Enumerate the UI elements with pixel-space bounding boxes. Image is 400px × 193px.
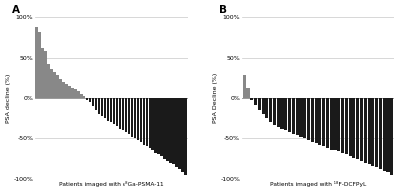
Bar — [50, 69, 53, 98]
Bar — [107, 98, 109, 121]
Bar — [89, 98, 92, 102]
Bar — [379, 98, 382, 169]
Bar — [86, 98, 88, 100]
Bar — [250, 98, 253, 100]
Bar — [273, 98, 276, 125]
Bar — [288, 98, 291, 132]
X-axis label: Patients imaged with ¹⁸F-DCFPyL: Patients imaged with ¹⁸F-DCFPyL — [270, 181, 366, 187]
Bar — [360, 98, 363, 161]
Bar — [178, 98, 181, 169]
Bar — [77, 91, 80, 98]
Bar — [280, 98, 284, 129]
Bar — [56, 75, 59, 98]
Bar — [307, 98, 310, 140]
Bar — [36, 27, 38, 98]
Bar — [163, 98, 166, 158]
Bar — [243, 75, 246, 98]
Bar — [345, 98, 348, 154]
Bar — [71, 88, 74, 98]
Bar — [95, 98, 97, 110]
Bar — [265, 98, 268, 118]
Bar — [44, 51, 47, 98]
Bar — [98, 98, 100, 114]
Bar — [368, 98, 371, 164]
Bar — [184, 98, 187, 175]
Bar — [181, 98, 184, 172]
Bar — [59, 79, 62, 98]
Bar — [175, 98, 178, 167]
Bar — [74, 89, 76, 98]
Bar — [246, 88, 250, 98]
Y-axis label: PSA decline (%): PSA decline (%) — [6, 73, 10, 123]
Bar — [47, 64, 50, 98]
Bar — [330, 98, 333, 150]
Bar — [113, 98, 115, 124]
Bar — [42, 48, 44, 98]
Bar — [80, 94, 82, 98]
Bar — [148, 98, 151, 148]
Bar — [119, 98, 121, 129]
Bar — [341, 98, 344, 153]
Bar — [125, 98, 127, 132]
Bar — [254, 98, 257, 104]
Bar — [116, 98, 118, 126]
Bar — [375, 98, 378, 167]
Bar — [158, 98, 160, 154]
Bar — [122, 98, 124, 130]
Bar — [131, 98, 133, 137]
Bar — [262, 98, 265, 114]
Text: A: A — [12, 5, 20, 14]
Bar — [134, 98, 136, 138]
Bar — [137, 98, 139, 140]
Y-axis label: PSA Decline (%): PSA Decline (%) — [212, 73, 218, 123]
Bar — [314, 98, 318, 143]
Bar — [292, 98, 295, 134]
Text: B: B — [219, 5, 227, 14]
Bar — [68, 86, 71, 98]
Bar — [386, 98, 390, 172]
Bar — [322, 98, 325, 146]
Bar — [349, 98, 352, 156]
Bar — [142, 98, 145, 145]
Bar — [110, 98, 112, 122]
Bar — [146, 98, 148, 146]
Bar — [269, 98, 272, 122]
Bar — [311, 98, 314, 142]
Bar — [169, 98, 172, 163]
Bar — [65, 84, 68, 98]
Bar — [154, 98, 157, 153]
Bar — [356, 98, 359, 159]
Bar — [277, 98, 280, 127]
Bar — [62, 82, 65, 98]
Bar — [337, 98, 340, 151]
Bar — [364, 98, 367, 163]
Bar — [303, 98, 306, 138]
Bar — [160, 98, 163, 156]
Bar — [83, 96, 86, 98]
Bar — [284, 98, 287, 130]
Bar — [53, 72, 56, 98]
Bar — [152, 98, 154, 151]
Bar — [140, 98, 142, 142]
Bar — [172, 98, 175, 164]
Bar — [101, 98, 103, 116]
Bar — [334, 98, 336, 151]
Bar — [352, 98, 356, 158]
Bar — [371, 98, 374, 166]
Bar — [296, 98, 299, 135]
Bar — [166, 98, 169, 161]
Bar — [300, 98, 302, 137]
Bar — [326, 98, 329, 148]
Bar — [128, 98, 130, 134]
Bar — [104, 98, 106, 118]
Bar — [38, 32, 41, 98]
Bar — [383, 98, 386, 171]
X-axis label: Patients imaged with ₆⁸Ga-PSMA-11: Patients imaged with ₆⁸Ga-PSMA-11 — [59, 181, 163, 187]
Bar — [390, 98, 393, 175]
Bar — [92, 98, 94, 106]
Bar — [318, 98, 322, 145]
Bar — [258, 98, 261, 110]
